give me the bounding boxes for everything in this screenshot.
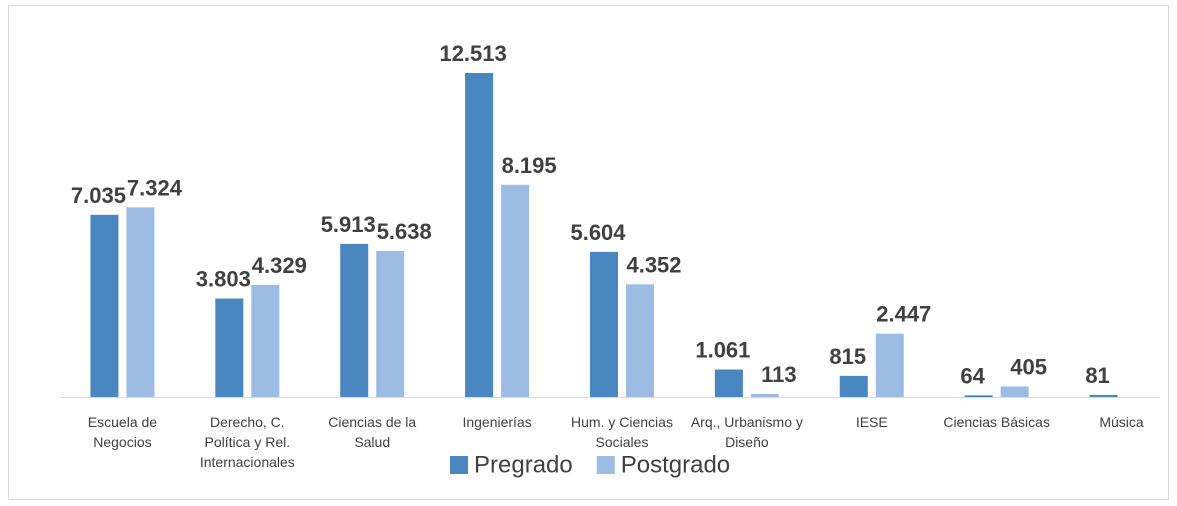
x-tick-label: Derecho, C. Política y Rel. Internaciona… xyxy=(199,414,295,470)
legend-label: Pregrado xyxy=(474,451,573,478)
bar xyxy=(340,243,369,397)
bar xyxy=(875,333,904,397)
bar xyxy=(1000,386,1029,397)
bar xyxy=(90,214,119,397)
value-label: 81 xyxy=(1085,363,1109,388)
value-label: 4.352 xyxy=(626,252,681,277)
bar xyxy=(714,369,743,397)
value-label: 5.604 xyxy=(570,220,626,245)
bar xyxy=(750,394,779,397)
bar xyxy=(465,73,494,397)
value-label: 8.195 xyxy=(502,153,557,178)
value-label: 7.035 xyxy=(71,183,126,208)
x-tick-label: Ingenierías xyxy=(462,414,532,430)
bar xyxy=(126,207,155,397)
x-tick-label: IESE xyxy=(855,414,888,430)
bar xyxy=(839,375,868,397)
legend-swatch xyxy=(450,456,468,474)
value-label: 12.513 xyxy=(439,41,506,66)
value-label: 2.447 xyxy=(876,302,931,327)
x-tick-label: Ciencias Básicas xyxy=(943,414,1050,430)
x-tick-label: Ciencias de la Salud xyxy=(328,414,417,450)
chart-border xyxy=(8,5,1169,500)
legend-label: Postgrado xyxy=(621,451,730,478)
bar xyxy=(590,251,618,397)
bar xyxy=(626,284,654,397)
value-label: 5.638 xyxy=(377,219,432,244)
value-label: 4.329 xyxy=(252,253,307,278)
bar xyxy=(501,184,530,397)
bar xyxy=(964,395,993,397)
value-label: 3.803 xyxy=(196,267,251,292)
value-label: 5.913 xyxy=(321,212,376,237)
value-label: 113 xyxy=(761,362,797,387)
value-label: 405 xyxy=(1010,355,1047,380)
value-label: 7.324 xyxy=(127,175,183,200)
legend-swatch xyxy=(596,456,615,474)
x-tick-label: Hum. y Ciencias Sociales xyxy=(571,414,673,450)
bar xyxy=(251,284,280,397)
bar xyxy=(1089,394,1118,397)
bar xyxy=(215,298,244,397)
x-tick-label: Música xyxy=(1099,414,1144,430)
x-tick-label: Arq., Urbanismo y Diseño xyxy=(690,414,803,450)
value-label: 1.061 xyxy=(695,338,750,363)
x-tick-label: Escuela de Negocios xyxy=(87,414,158,450)
bar xyxy=(376,251,405,397)
value-label: 64 xyxy=(960,363,985,388)
value-label: 815 xyxy=(829,344,866,369)
